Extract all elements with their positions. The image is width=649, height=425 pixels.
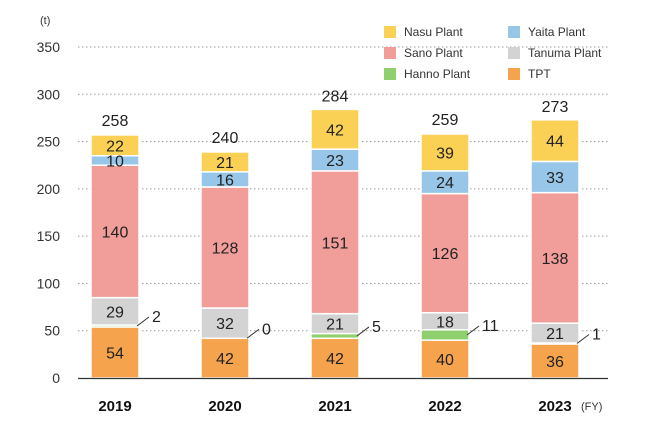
total-label: 273 xyxy=(542,99,569,116)
y-tick-label: 150 xyxy=(37,228,61,244)
x-tick-label: 2022 xyxy=(428,398,461,415)
callout-leader xyxy=(576,334,590,344)
legend-label: Nasu Plant xyxy=(404,25,463,39)
bar-segment xyxy=(420,329,470,341)
data-label: 23 xyxy=(326,153,344,170)
y-tick-label: 300 xyxy=(37,86,61,102)
legend-swatch xyxy=(508,68,520,80)
bar-segment xyxy=(310,108,360,150)
legend-swatch xyxy=(508,26,520,38)
legend-label: TPT xyxy=(528,67,551,81)
total-label: 258 xyxy=(102,113,129,130)
x-tick-label: 2019 xyxy=(98,398,131,415)
data-label: 54 xyxy=(106,345,124,362)
bar-segment xyxy=(420,192,470,314)
data-label: 22 xyxy=(106,138,124,155)
data-label: 24 xyxy=(436,175,454,192)
legend: Nasu Plant Yaita Plant Sano Plant Tanuma Pl… xyxy=(384,25,602,81)
x-tick-label: 2020 xyxy=(208,398,241,415)
data-label: 18 xyxy=(436,314,454,331)
data-label: 21 xyxy=(216,155,234,172)
data-label: 2 xyxy=(152,309,161,326)
legend-label: Yaita Plant xyxy=(528,25,586,39)
bar-segment xyxy=(90,296,140,326)
callout-leader xyxy=(356,326,370,337)
data-label: 40 xyxy=(436,352,454,369)
bar-segment xyxy=(310,170,360,315)
data-label: 128 xyxy=(212,240,239,257)
y-tick-label: 350 xyxy=(37,39,61,55)
x-axis: 2019 2020 2021 2022 2023 (FY) xyxy=(78,377,608,415)
bar-segment xyxy=(200,307,250,340)
callout-leader xyxy=(246,328,260,339)
data-label: 36 xyxy=(546,354,564,371)
data-label: 44 xyxy=(546,134,564,151)
x-unit-label: (FY) xyxy=(581,401,602,413)
bar-segment xyxy=(530,191,580,324)
data-labels: 5422914010222584203212816212404252115123… xyxy=(102,88,601,371)
bar-segment xyxy=(420,133,470,172)
legend-swatch xyxy=(384,26,396,38)
data-label: 42 xyxy=(216,351,234,368)
x-tick-label: 2023 xyxy=(538,398,571,415)
data-label: 151 xyxy=(322,235,349,252)
legend-label: Hanno Plant xyxy=(404,67,471,81)
legend-swatch xyxy=(384,68,396,80)
bar-segment xyxy=(90,164,140,299)
data-label: 0 xyxy=(262,321,271,338)
data-label: 5 xyxy=(372,319,381,336)
data-label: 21 xyxy=(546,326,564,343)
data-label: 126 xyxy=(432,246,459,263)
y-unit-label: (t) xyxy=(40,15,50,27)
y-tick-label: 100 xyxy=(37,275,61,291)
y-tick-label: 200 xyxy=(37,181,61,197)
legend-swatch xyxy=(384,47,396,59)
total-label: 240 xyxy=(212,130,239,147)
y-axis: 0 50 100 150 200 250 300 350 (t) xyxy=(37,15,61,386)
callout-leader xyxy=(136,316,150,327)
data-label: 39 xyxy=(436,145,454,162)
bar-segment xyxy=(90,134,140,157)
y-tick-label: 250 xyxy=(37,134,61,150)
data-label: 21 xyxy=(326,317,344,334)
bar-segment xyxy=(420,339,470,379)
data-label: 138 xyxy=(542,251,569,268)
data-label: 42 xyxy=(326,351,344,368)
legend-label: Tanuma Plant xyxy=(528,46,602,60)
data-label: 10 xyxy=(106,153,124,170)
bar-segment xyxy=(200,151,250,173)
data-label: 33 xyxy=(546,170,564,187)
total-label: 259 xyxy=(432,112,459,129)
bar-segment xyxy=(200,337,250,379)
bar-segment xyxy=(530,119,580,163)
legend-label: Sano Plant xyxy=(404,46,463,60)
data-label: 29 xyxy=(106,304,124,321)
data-label: 32 xyxy=(216,316,234,333)
y-tick-label: 50 xyxy=(44,323,60,339)
callout-leader xyxy=(466,325,480,336)
y-tick-label: 0 xyxy=(52,370,60,386)
data-label: 140 xyxy=(102,224,129,241)
x-tick-label: 2021 xyxy=(318,398,351,415)
total-label: 284 xyxy=(322,88,349,105)
data-label: 42 xyxy=(326,122,344,139)
data-label: 1 xyxy=(592,326,601,343)
legend-swatch xyxy=(508,47,520,59)
bars xyxy=(90,108,580,379)
data-label: 16 xyxy=(216,172,234,189)
data-label: 11 xyxy=(482,318,499,335)
